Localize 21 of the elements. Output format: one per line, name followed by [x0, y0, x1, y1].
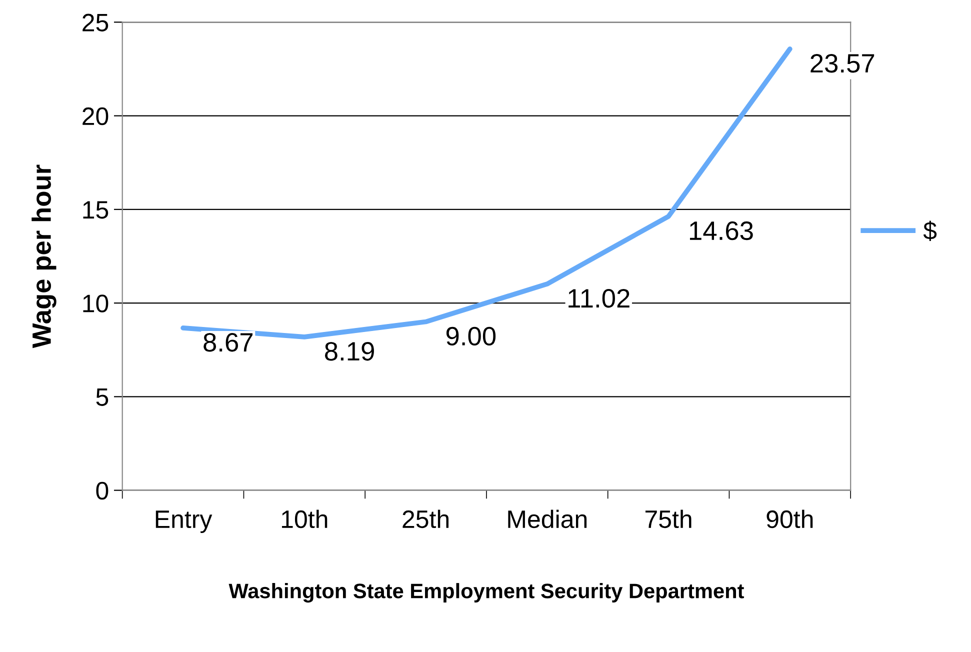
x-axis-title: Washington State Employment Security Department — [228, 583, 744, 603]
y-axis-title: Wage per hour — [32, 164, 56, 348]
data-label: 8.67 — [204, 333, 253, 352]
data-label: 11.02 — [568, 289, 630, 308]
y-tick-label: 20 — [82, 107, 108, 126]
data-label: 8.19 — [325, 342, 374, 361]
y-tick-label: 5 — [96, 388, 108, 406]
y-tick-label: 15 — [83, 201, 108, 219]
data-label: 23.57 — [810, 54, 874, 73]
x-tick-label: 90th — [766, 510, 813, 528]
x-tick-label: 25th — [402, 510, 448, 528]
x-tick-label: Median — [508, 510, 587, 528]
data-label: 14.63 — [690, 221, 753, 240]
y-tick-label: 10 — [83, 294, 108, 312]
y-tick-label: 25 — [82, 14, 108, 32]
x-tick-label: 75th — [645, 510, 692, 528]
x-tick-label: Entry — [156, 510, 212, 534]
y-tick-label: 0 — [96, 482, 108, 500]
data-label: 9.00 — [446, 326, 496, 346]
x-tick-label: 10th — [282, 510, 328, 528]
legend-label: $ — [923, 220, 937, 242]
